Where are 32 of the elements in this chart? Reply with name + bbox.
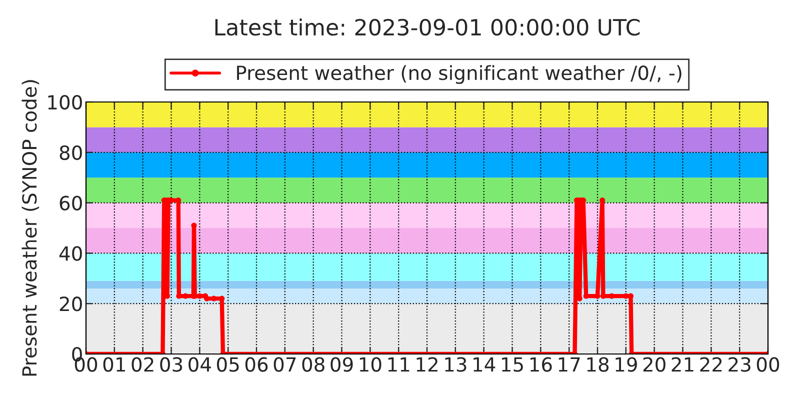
x-tick-label: 15 xyxy=(502,357,523,372)
x-tick-label: 10 xyxy=(360,357,382,372)
x-tick-label: 13 xyxy=(445,357,466,372)
x-tick-label: 18 xyxy=(587,357,609,372)
x-tick-label: 08 xyxy=(302,357,324,372)
legend-label: Present weather (no significant weather /0/, -) xyxy=(237,65,682,84)
x-tick-label: 16 xyxy=(530,357,552,372)
x-tick-label: 01 xyxy=(103,357,125,372)
y-tick-label: 80 xyxy=(60,145,82,160)
x-tick-label: 17 xyxy=(558,357,580,372)
x-tick-label: 14 xyxy=(474,357,496,372)
x-tick-label: 19 xyxy=(616,357,637,372)
x-tick-label: 11 xyxy=(388,357,410,372)
x-tick-label: 02 xyxy=(132,357,154,372)
x-tick-label: 22 xyxy=(700,357,722,372)
x-tick-label: 05 xyxy=(216,357,239,372)
x-tick-label: 20 xyxy=(643,357,666,372)
x-tick-label: 00 xyxy=(756,357,780,372)
x-tick-label: 06 xyxy=(245,357,268,372)
x-tick-label: 12 xyxy=(416,357,438,372)
x-tick-label: 23 xyxy=(728,357,750,372)
y-tick-label: 100 xyxy=(48,94,82,110)
y-tick-label: 60 xyxy=(60,196,82,210)
x-tick-label: 04 xyxy=(188,357,211,372)
y-tick-label: 20 xyxy=(60,296,82,312)
chart-title: Latest time: 2023-09-01 00:00:00 UTC xyxy=(215,18,640,36)
x-tick-label: 07 xyxy=(274,357,296,372)
x-tick-label: 09 xyxy=(330,357,353,372)
y-axis-title: Present weather (SYNOP code) xyxy=(22,80,40,376)
y-tick-label: 40 xyxy=(59,246,82,261)
x-tick-label: 21 xyxy=(672,357,694,372)
x-tick-label: 03 xyxy=(160,357,182,372)
